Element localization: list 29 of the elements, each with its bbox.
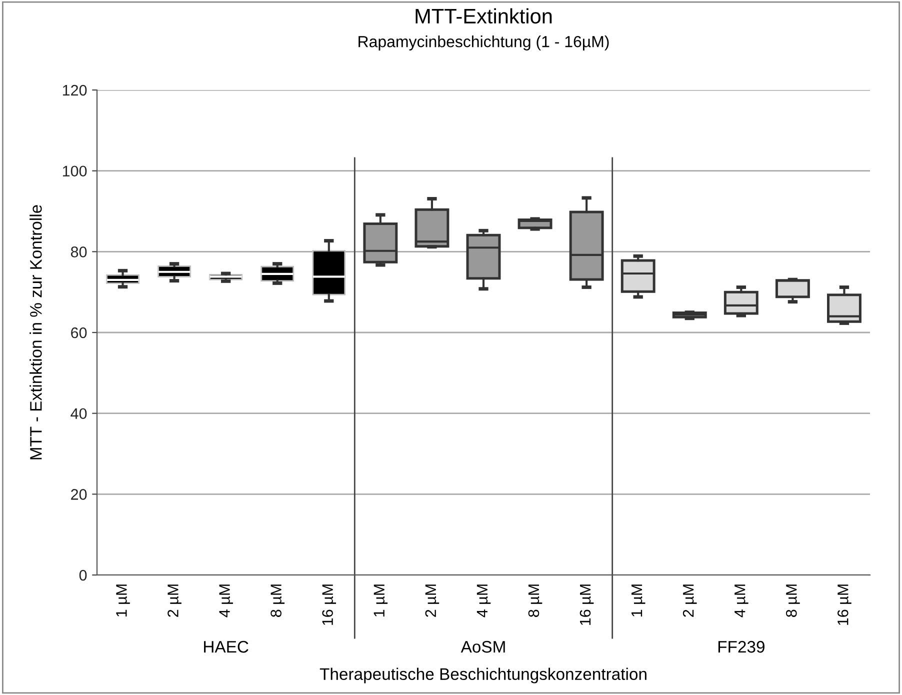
x-tick-label: 4 µM (476, 584, 491, 618)
x-tick-label: 4 µM (219, 584, 233, 618)
x-tick-label: 1 µM (632, 584, 646, 616)
x-tick-label: 16 µM (580, 584, 594, 625)
x-tick-label: 2 µM (682, 584, 697, 617)
y-tick-label: 0 (79, 570, 87, 581)
text: HAEC (204, 640, 248, 653)
x-tick-label: 16 µM (838, 584, 852, 625)
x-tick-label: 2 µM (425, 584, 440, 617)
y-tick-label: 20 (71, 489, 87, 500)
x-tick-label: 2 µM (168, 584, 182, 617)
x-axis-title: Therapeutische Beschichtungskonzentration (320, 668, 646, 684)
y-tick-label: 120 (62, 84, 87, 96)
x-tick-label: 1 µM (116, 584, 130, 616)
text: FF239 (718, 640, 764, 653)
y-tick-label: 80 (70, 246, 87, 258)
chart-subtitle: Rapamycinbeschichtung (1 - 16µM) (358, 36, 609, 50)
x-tick-label: 4 µM (734, 584, 748, 618)
x-tick-label: 8 µM (270, 584, 284, 617)
x-tick-label: 8 µM (786, 584, 800, 617)
x-tick-label: 1 µM (374, 584, 388, 616)
y-axis-title: MTT - Extinktion in % zur Kontrolle (30, 205, 42, 460)
y-tick-label: 40 (70, 408, 87, 420)
chart-title: MTT-Extinktion (416, 8, 552, 24)
y-tick-label: 60 (71, 327, 87, 338)
x-tick-label: 8 µM (528, 584, 542, 617)
x-tick-label: 16 µM (322, 584, 336, 625)
text: AoSM (460, 640, 505, 653)
y-tick-label: 100 (62, 166, 87, 177)
